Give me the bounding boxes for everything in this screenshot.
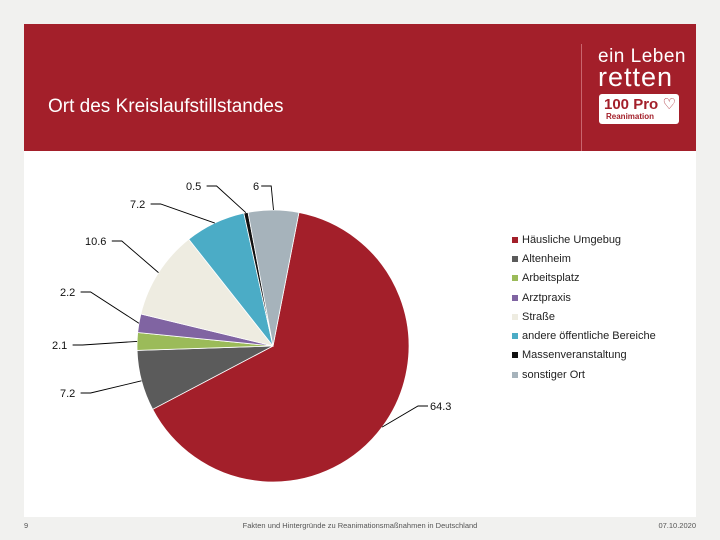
data-label-7: 0.5 [186, 181, 201, 193]
data-labels: 64.3 7.2 2.1 2.2 10.6 7.2 0.5 6 [52, 181, 451, 413]
data-label-3: 2.1 [52, 340, 67, 352]
legend-label: Straße [522, 310, 556, 323]
legend-label: Massenveranstaltung [522, 349, 627, 362]
footer-source: Fakten und Hintergründe zu Reanimationsm… [242, 521, 478, 530]
data-label-2: 7.2 [60, 388, 75, 400]
data-label-1: 64.3 [430, 401, 451, 413]
legend-label: sonstiger Ort [522, 368, 585, 381]
legend-item-3: Arbeitsplatz [512, 269, 702, 288]
legend-swatch [512, 294, 518, 301]
legend-swatch [512, 275, 518, 282]
header-divider [581, 44, 582, 151]
data-label-4: 2.2 [60, 287, 75, 299]
logo-badge: 100 Pro ♡ Reanimation [599, 94, 679, 124]
legend-swatch [512, 371, 518, 378]
legend-item-2: Altenheim [512, 249, 702, 268]
leader-line-8 [261, 185, 274, 211]
legend-label: Arbeitsplatz [522, 272, 580, 285]
logo-badge-main-text: 100 Pro ♡ [604, 96, 676, 113]
page-title: Ort des Kreislaufstillstandes [48, 96, 284, 117]
leader-line-6 [150, 203, 215, 224]
legend-item-6: andere öffentliche Bereiche [512, 326, 702, 345]
logo-text-line2: retten [598, 62, 674, 92]
data-label-5: 10.6 [85, 236, 106, 248]
legend-swatch [512, 236, 518, 243]
logo-badge-sub-text: Reanimation [606, 112, 655, 121]
data-label-6: 7.2 [130, 199, 145, 211]
leader-line-2 [80, 380, 142, 394]
legend-label: andere öffentliche Bereiche [522, 330, 656, 343]
legend-swatch [512, 313, 518, 320]
leader-line-5 [111, 240, 159, 273]
pie-slice-1 [152, 212, 410, 483]
legend-item-8: sonstiger Ort [512, 365, 702, 384]
logo-text-line1: ein Leben [598, 46, 686, 67]
data-label-8: 6 [253, 181, 259, 193]
legend-label: Häusliche Umgebug [522, 233, 622, 246]
chart-legend: Häusliche Umgebug Altenheim Arbeitsplatz Ar… [512, 230, 702, 384]
leader-line-4 [80, 291, 140, 324]
legend-item-7: Massenveranstaltung [512, 346, 702, 365]
pie-slices [136, 209, 410, 483]
leader-line-1 [381, 405, 428, 428]
legend-item-1: Häusliche Umgebug [512, 230, 702, 249]
leader-line-7 [206, 185, 247, 214]
legend-swatch [512, 352, 518, 359]
legend-label: Arztpraxis [522, 291, 571, 304]
leader-lines [72, 185, 428, 428]
page-number: 9 [24, 521, 29, 530]
pie-slice-5 [140, 238, 275, 347]
legend-swatch [512, 333, 518, 340]
legend-swatch [512, 255, 518, 262]
pie-slice-8 [247, 209, 300, 347]
legend-item-4: Arztpraxis [512, 288, 702, 307]
legend-label: Altenheim [522, 252, 571, 265]
legend-item-5: Straße [512, 307, 702, 326]
header-banner: Ort des Kreislaufstillstandes ein Leben … [24, 24, 696, 151]
footer-date: 07.10.2020 [658, 521, 696, 530]
leader-line-3 [72, 340, 138, 346]
